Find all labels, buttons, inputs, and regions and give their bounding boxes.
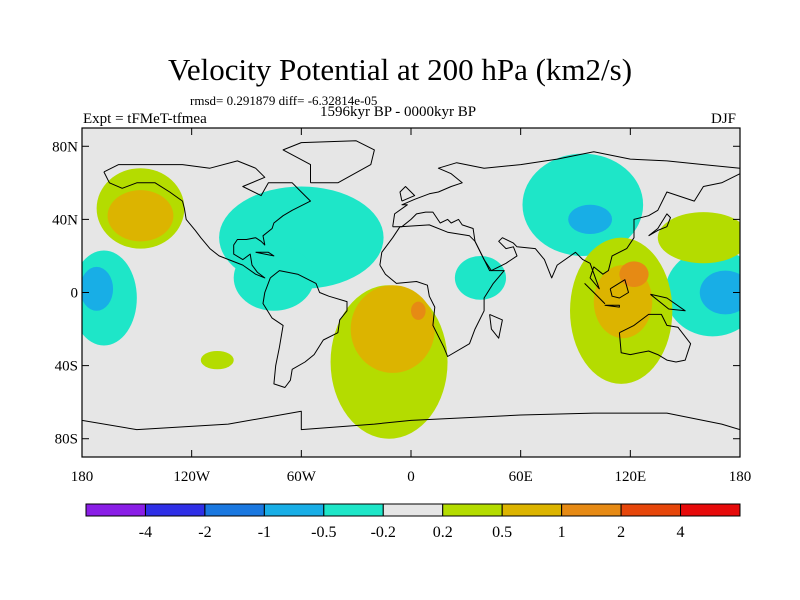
- season-label: DJF: [711, 111, 737, 127]
- colorbar-label-3: -0.5: [311, 524, 336, 541]
- coastline-11: [650, 293, 686, 312]
- field-patch-3: [82, 266, 114, 311]
- colorbar-box-3: [263, 503, 325, 517]
- lon-label-5: 120E: [614, 469, 646, 485]
- period-label: 1596kyr BP - 0000kyr BP: [320, 104, 477, 120]
- contour-fills: [82, 153, 740, 439]
- experiment-label: Expt = tFMeT-tfmea: [83, 111, 207, 127]
- coastline-10: [609, 279, 629, 299]
- colorbar-labels: -4 -2 -1 -0.5 -0.2 0.2 0.5 1 2 4: [139, 524, 685, 541]
- colorbar-label-4: -0.2: [371, 524, 396, 541]
- colorbar-label-1: -2: [198, 524, 211, 541]
- coastline-9: [604, 304, 620, 308]
- colorbar: [85, 503, 741, 517]
- longitude-axis: 180 120W 60W 0 60E 120E 180: [71, 128, 752, 485]
- colorbar-box-10: [680, 503, 741, 517]
- stats-line: rmsd= 0.291879 diff= -6.32814e-05: [190, 93, 377, 109]
- lon-label-3: 0: [407, 469, 415, 485]
- lat-label-1: 40N: [52, 212, 78, 228]
- field-patch-8: [699, 270, 740, 315]
- lat-label-3: 40S: [55, 359, 78, 375]
- coastline-3: [392, 151, 740, 290]
- lon-label-0: 180: [71, 469, 94, 485]
- coastline-2: [379, 224, 505, 357]
- colorbar-box-9: [620, 503, 682, 517]
- colorbar-label-2: -1: [258, 524, 271, 541]
- field-patch-6: [568, 204, 613, 235]
- colorbar-box-8: [561, 503, 622, 517]
- coastline-13: [82, 410, 740, 431]
- coastlines: [82, 140, 740, 431]
- coastline-6: [399, 186, 416, 202]
- chart-title: Velocity Potential at 200 hPa (km2/s): [167, 52, 633, 87]
- colorbar-box-2: [204, 503, 265, 517]
- diff-label: diff=: [278, 93, 305, 108]
- colorbar-label-6: 0.5: [492, 524, 512, 541]
- lon-label-1: 120W: [173, 469, 211, 485]
- coastline-12: [489, 313, 503, 339]
- lat-label-2: 0: [71, 286, 79, 302]
- lon-label-2: 60W: [287, 469, 317, 485]
- diff-value: -6.32814e-05: [307, 93, 378, 108]
- field-patch-5: [522, 153, 644, 256]
- lon-label-4: 60E: [509, 469, 533, 485]
- rmsd-value: 0.291879: [226, 93, 276, 108]
- coastline-4: [618, 313, 692, 363]
- colorbar-box-4: [323, 503, 384, 517]
- coastline-14: [255, 251, 275, 257]
- field-patch-14: [200, 350, 234, 370]
- field-patch-10: [107, 190, 174, 242]
- colorbar-label-9: 4: [677, 524, 685, 541]
- colorbar-box-7: [501, 503, 563, 517]
- field-patch-17: [619, 261, 649, 288]
- coastline-8: [584, 283, 606, 304]
- colorbar-label-0: -4: [139, 524, 152, 541]
- colorbar-box-6: [442, 503, 503, 517]
- latitude-axis: 80N 40N 0 40S 80S: [52, 139, 740, 448]
- coastline-7: [648, 213, 671, 237]
- colorbar-label-7: 1: [558, 524, 566, 541]
- field-patch-1: [233, 244, 315, 311]
- rmsd-label: rmsd=: [190, 93, 224, 108]
- lat-label-4: 80S: [55, 432, 78, 448]
- lat-label-0: 80N: [52, 139, 78, 155]
- field-patch-13: [411, 301, 426, 320]
- colorbar-label-5: 0.2: [433, 524, 453, 541]
- coastline-1: [262, 270, 348, 388]
- coastline-0: [103, 160, 311, 279]
- field-patch-4: [454, 255, 507, 300]
- colorbar-box-5: [382, 503, 444, 517]
- colorbar-box-1: [144, 503, 206, 517]
- field-patch-18: [657, 212, 740, 264]
- lon-label-6: 180: [729, 469, 752, 485]
- coastline-5: [282, 140, 375, 184]
- colorbar-label-8: 2: [617, 524, 625, 541]
- field-patch-12: [350, 285, 435, 373]
- colorbar-box-0: [85, 503, 146, 517]
